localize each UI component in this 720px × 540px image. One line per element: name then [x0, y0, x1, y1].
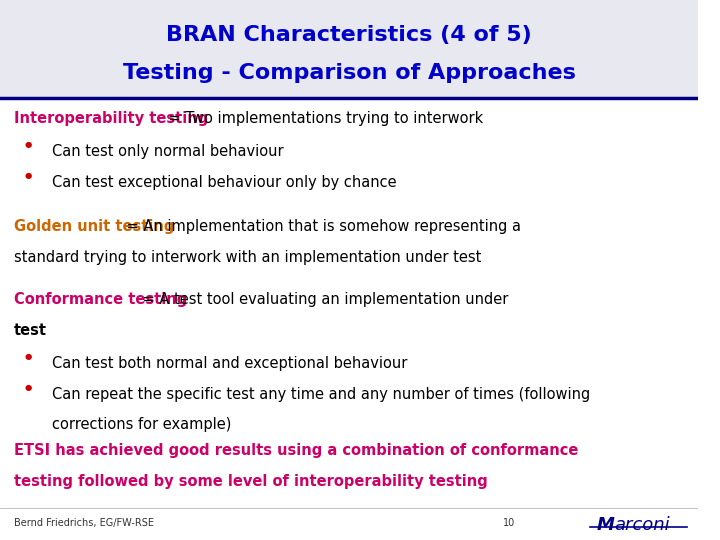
Text: ETSI has achieved good results using a combination of conformance: ETSI has achieved good results using a c… [14, 443, 578, 458]
Text: arconi: arconi [614, 516, 670, 534]
FancyBboxPatch shape [0, 0, 698, 97]
Text: 10: 10 [503, 518, 516, 529]
Text: Can test exceptional behaviour only by chance: Can test exceptional behaviour only by c… [53, 175, 397, 190]
Text: Golden unit testing: Golden unit testing [14, 219, 174, 234]
Text: = Two implementations trying to interwork: = Two implementations trying to interwor… [164, 111, 483, 126]
Text: Testing - Comparison of Approaches: Testing - Comparison of Approaches [122, 63, 575, 83]
Text: corrections for example): corrections for example) [53, 417, 232, 433]
Text: Conformance testing: Conformance testing [14, 292, 187, 307]
Text: M: M [597, 516, 615, 534]
Text: Can test only normal behaviour: Can test only normal behaviour [53, 144, 284, 159]
Text: ●: ● [24, 383, 32, 392]
Text: Can repeat the specific test any time and any number of times (following: Can repeat the specific test any time an… [53, 387, 590, 402]
Text: ●: ● [24, 171, 32, 180]
Text: test: test [14, 323, 47, 338]
Text: = An implementation that is somehow representing a: = An implementation that is somehow repr… [122, 219, 521, 234]
Text: testing followed by some level of interoperability testing: testing followed by some level of intero… [14, 474, 487, 489]
Text: Interoperability testing: Interoperability testing [14, 111, 208, 126]
Text: Bernd Friedrichs, EG/FW-RSE: Bernd Friedrichs, EG/FW-RSE [14, 518, 154, 529]
Text: BRAN Characteristics (4 of 5): BRAN Characteristics (4 of 5) [166, 25, 532, 45]
Text: ●: ● [24, 140, 32, 150]
Text: Can test both normal and exceptional behaviour: Can test both normal and exceptional beh… [53, 356, 408, 371]
Text: ●: ● [24, 352, 32, 361]
Text: = A test tool evaluating an implementation under: = A test tool evaluating an implementati… [138, 292, 508, 307]
Text: standard trying to interwork with an implementation under test: standard trying to interwork with an imp… [14, 250, 482, 265]
